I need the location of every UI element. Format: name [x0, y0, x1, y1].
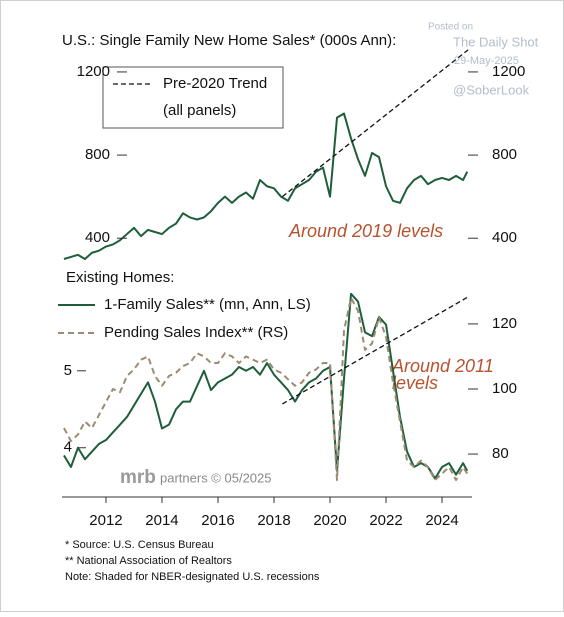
logo: partners © 05/2025	[160, 470, 271, 485]
y-tick-label: 5	[64, 362, 72, 379]
y2-tick-label: 800	[492, 146, 517, 163]
watermark: The Daily Shot	[453, 34, 539, 49]
footnote: Note: Shaded for NBER-designated U.S. re…	[65, 571, 320, 583]
y2-tick-label: 80	[492, 445, 509, 462]
y-tick-label: 400	[85, 229, 110, 246]
y-tick-label: 800	[85, 146, 110, 163]
watermark: 29-May-2025	[454, 55, 519, 67]
y2-tick-label: 120	[492, 315, 517, 332]
x-tick-label: 2018	[257, 512, 290, 529]
y2-tick-label: 100	[492, 380, 517, 397]
legend-note: (all panels)	[163, 102, 236, 119]
footnote: * Source: U.S. Census Bureau	[65, 539, 214, 551]
legend-box	[102, 66, 284, 129]
y2-tick-label: 400	[492, 229, 517, 246]
annotation: levels	[392, 373, 438, 393]
series-line	[63, 296, 469, 482]
y-tick-label: 4	[64, 439, 72, 456]
y-tick-label: 1200	[77, 63, 110, 80]
chart-title: U.S.: Single Family New Home Sales* (000…	[62, 32, 396, 49]
x-tick-label: 2016	[201, 512, 234, 529]
x-tick-label: 2012	[89, 512, 122, 529]
series-line	[63, 112, 469, 260]
footnote: ** National Association of Realtors	[65, 555, 232, 567]
x-tick-label: 2024	[425, 512, 458, 529]
watermark: @SoberLook	[453, 82, 530, 97]
x-tick-label: 2022	[369, 512, 402, 529]
y2-tick-label: 1200	[492, 63, 525, 80]
annotation: Around 2019 levels	[288, 221, 443, 241]
legend-label: Pre-2020 Trend	[163, 75, 267, 92]
x-tick-label: 2014	[145, 512, 178, 529]
series-line	[63, 292, 469, 480]
logo: mrb	[120, 467, 156, 488]
watermark: Posted on	[428, 22, 473, 33]
panel-title: Existing Homes:	[66, 269, 174, 286]
legend-label: Pending Sales Index** (RS)	[104, 324, 288, 341]
trend-line	[282, 296, 469, 405]
annotation: Around 2011	[391, 356, 494, 376]
x-tick-label: 2020	[313, 512, 346, 529]
legend-label: 1-Family Sales** (mn, Ann, LS)	[104, 296, 311, 313]
